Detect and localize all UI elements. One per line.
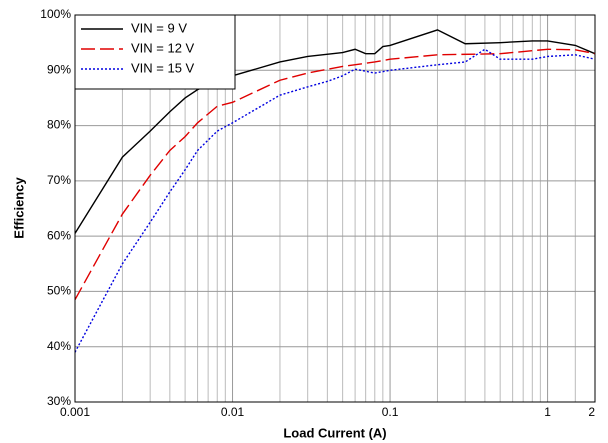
series-line	[74, 29, 596, 234]
y-tick-label: 70%	[47, 173, 71, 187]
x-tick-label: 2	[588, 405, 595, 419]
x-tick-label: 0.01	[221, 405, 245, 419]
y-tick-label: 60%	[47, 228, 71, 242]
series-line	[74, 48, 596, 301]
x-tick-label: 0.1	[382, 405, 399, 419]
y-tick-label: 30%	[47, 394, 71, 408]
y-tick-label: 80%	[47, 118, 71, 132]
legend-label: VIN = 9 V	[131, 20, 187, 35]
x-tick-label: 0.001	[60, 405, 90, 419]
series-line	[74, 48, 596, 353]
y-tick-label: 100%	[40, 7, 71, 21]
y-tick-label: 40%	[47, 339, 71, 353]
x-axis-title: Load Current (A)	[283, 425, 386, 440]
y-axis-title: Efficiency	[11, 177, 26, 239]
x-tick-label: 1	[544, 405, 551, 419]
plot-border	[74, 14, 596, 403]
y-tick-label: 50%	[47, 284, 71, 298]
legend-box	[74, 14, 236, 90]
y-tick-label: 90%	[47, 62, 71, 76]
legend-label: VIN = 12 V	[131, 40, 195, 55]
legend-label: VIN = 15 V	[131, 60, 195, 75]
